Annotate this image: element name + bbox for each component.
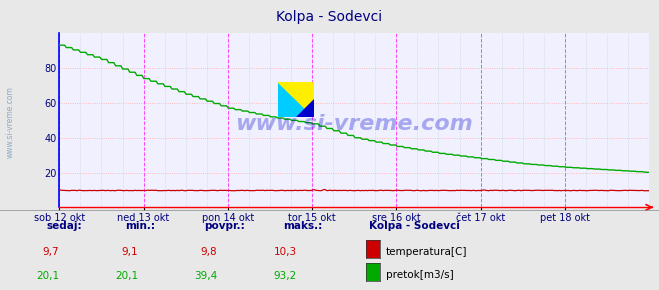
Text: sedaj:: sedaj: (46, 221, 82, 231)
Text: maks.:: maks.: (283, 221, 323, 231)
Polygon shape (296, 99, 314, 117)
Text: 20,1: 20,1 (115, 271, 138, 280)
Text: www.si-vreme.com: www.si-vreme.com (5, 86, 14, 158)
Text: min.:: min.: (125, 221, 156, 231)
Text: 10,3: 10,3 (273, 247, 297, 257)
Text: 9,7: 9,7 (43, 247, 59, 257)
Text: pretok[m3/s]: pretok[m3/s] (386, 271, 453, 280)
Text: 9,1: 9,1 (122, 247, 138, 257)
Text: 93,2: 93,2 (273, 271, 297, 280)
Text: 9,8: 9,8 (201, 247, 217, 257)
Polygon shape (277, 82, 314, 117)
Text: Kolpa - Sodevci: Kolpa - Sodevci (276, 10, 383, 24)
Text: temperatura[C]: temperatura[C] (386, 247, 467, 257)
Text: 39,4: 39,4 (194, 271, 217, 280)
Text: Kolpa - Sodevci: Kolpa - Sodevci (369, 221, 460, 231)
Text: povpr.:: povpr.: (204, 221, 245, 231)
Text: 20,1: 20,1 (36, 271, 59, 280)
Text: www.si-vreme.com: www.si-vreme.com (235, 114, 473, 134)
